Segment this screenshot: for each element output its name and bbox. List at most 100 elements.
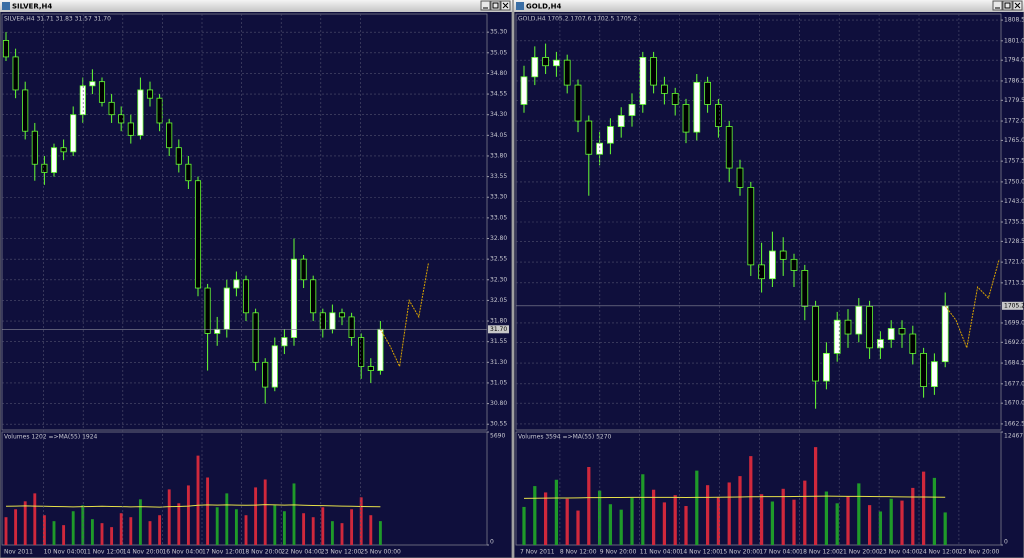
candle-body — [909, 333, 917, 354]
icon — [1004, 2, 1011, 9]
candle-body — [41, 163, 48, 173]
y-tick-label: 1794.0 — [1004, 57, 1024, 64]
y-tick-label: 35.30 — [490, 29, 507, 36]
candle-body — [281, 337, 288, 347]
current-price-label: 31.70 — [490, 326, 507, 333]
candle-body — [671, 92, 679, 105]
window-icon — [516, 2, 524, 10]
window-buttons — [992, 0, 1023, 11]
candle-body — [175, 147, 182, 165]
y-tick-label: 32.80 — [490, 235, 507, 242]
candle-body — [358, 337, 365, 367]
x-tick-label: 25 Nov 20:00 — [959, 549, 1000, 556]
window-frame — [0, 0, 513, 558]
x-tick-label: 21 Nov 20:00 — [839, 549, 880, 556]
candle-body — [823, 352, 830, 382]
x-tick-label: 10 Nov 04:00 — [44, 549, 85, 556]
title-bar[interactable] — [514, 0, 1024, 12]
candle-body — [31, 130, 38, 165]
candle-body — [60, 147, 67, 153]
window-buttons — [480, 0, 511, 11]
candle-body — [693, 81, 701, 133]
y-tick-label: 33.80 — [490, 152, 507, 159]
candle-body — [98, 81, 106, 103]
window-frame — [513, 0, 1024, 558]
y-tick-label: 32.55 — [490, 256, 507, 263]
candle-body — [542, 57, 549, 67]
candle-body — [812, 305, 819, 382]
y-tick-label: 31.80 — [490, 318, 507, 325]
candle-body — [233, 279, 240, 289]
candle-body — [833, 319, 841, 354]
candle-body — [185, 163, 192, 182]
x-tick-label: 7 Nov 2011 — [520, 549, 555, 556]
y-tick-label: 12467 — [1004, 433, 1023, 440]
candle-body — [290, 258, 298, 338]
y-tick-label: 1779.5 — [1004, 97, 1024, 104]
y-tick-label: 1684.5 — [1004, 360, 1024, 367]
candle-body — [89, 81, 96, 87]
candle-body — [801, 270, 809, 307]
minimize-button[interactable] — [480, 0, 491, 11]
y-tick-label: 1692.0 — [1004, 339, 1024, 346]
minimize-button[interactable] — [992, 0, 1003, 11]
candle-body — [262, 361, 269, 388]
candle-body — [715, 104, 722, 127]
x-tick-label: 15 Nov 20:00 — [720, 549, 761, 556]
x-tick-label: 17 Nov 04:00 — [759, 549, 800, 556]
window-icon — [2, 2, 10, 10]
icon — [492, 2, 499, 9]
y-tick-label: 1728.5 — [1004, 238, 1024, 245]
candle-body — [12, 56, 19, 91]
candle-body — [367, 366, 374, 371]
window-title: SILVER,H4 — [12, 3, 52, 11]
candle-body — [214, 328, 221, 334]
current-price-box — [1002, 301, 1023, 310]
candle-body — [661, 84, 668, 94]
x-tick-label: 18 Nov 20:00 — [242, 549, 283, 556]
title-bar[interactable] — [0, 0, 512, 12]
candle-body — [531, 57, 539, 78]
candle-body — [758, 264, 765, 280]
maximize-button[interactable] — [1002, 0, 1013, 11]
y-tick-label: 1677.0 — [1004, 380, 1024, 387]
y-tick-label: 0 — [1004, 539, 1008, 546]
y-tick-label: 1743.0 — [1004, 198, 1024, 205]
candle-body — [920, 352, 927, 387]
x-tick-label: 17 Nov 12:00 — [202, 549, 243, 556]
plot-area — [1, 13, 488, 431]
plot-area — [1, 431, 488, 546]
y-tick-label: 31.30 — [490, 359, 507, 366]
projection-line — [379, 263, 429, 369]
x-tick-label: 9 Nov 20:00 — [600, 549, 637, 556]
x-tick-label: 11 Nov 04:00 — [640, 549, 681, 556]
candle-body — [520, 76, 528, 105]
y-tick-label: 5690 — [490, 433, 505, 440]
candle-body — [146, 89, 154, 99]
ma-line — [523, 495, 946, 499]
y-tick-label: 1786.5 — [1004, 77, 1024, 84]
y-tick-label: 1670.0 — [1004, 400, 1024, 407]
y-tick-label: 0 — [490, 539, 494, 546]
candle-body — [2, 40, 10, 58]
current-price-label: 1705.2 — [1004, 302, 1024, 309]
pane-header: GOLD,H4 1705.2 1707.6 1702.5 1705.2 — [518, 16, 637, 23]
y-tick-label: 1699.0 — [1004, 319, 1024, 326]
pane-header: Volumes 1202 =>MA(55) 1924 — [4, 434, 98, 441]
y-tick-label: 1808.5 — [1004, 17, 1024, 24]
y-tick-label: 1713.5 — [1004, 279, 1024, 286]
candle-body — [242, 279, 250, 314]
candle-body — [50, 147, 58, 173]
candle-body — [310, 279, 317, 314]
x-tick-label: 16 Nov 04:00 — [162, 549, 203, 556]
y-tick-label: 35.05 — [490, 49, 507, 56]
candle-body — [887, 328, 895, 340]
candle-body — [574, 84, 582, 122]
candle-body — [877, 339, 884, 349]
maximize-button[interactable] — [490, 0, 501, 11]
candle-body — [736, 167, 744, 188]
candle-body — [271, 345, 278, 388]
candle-body — [194, 180, 202, 289]
